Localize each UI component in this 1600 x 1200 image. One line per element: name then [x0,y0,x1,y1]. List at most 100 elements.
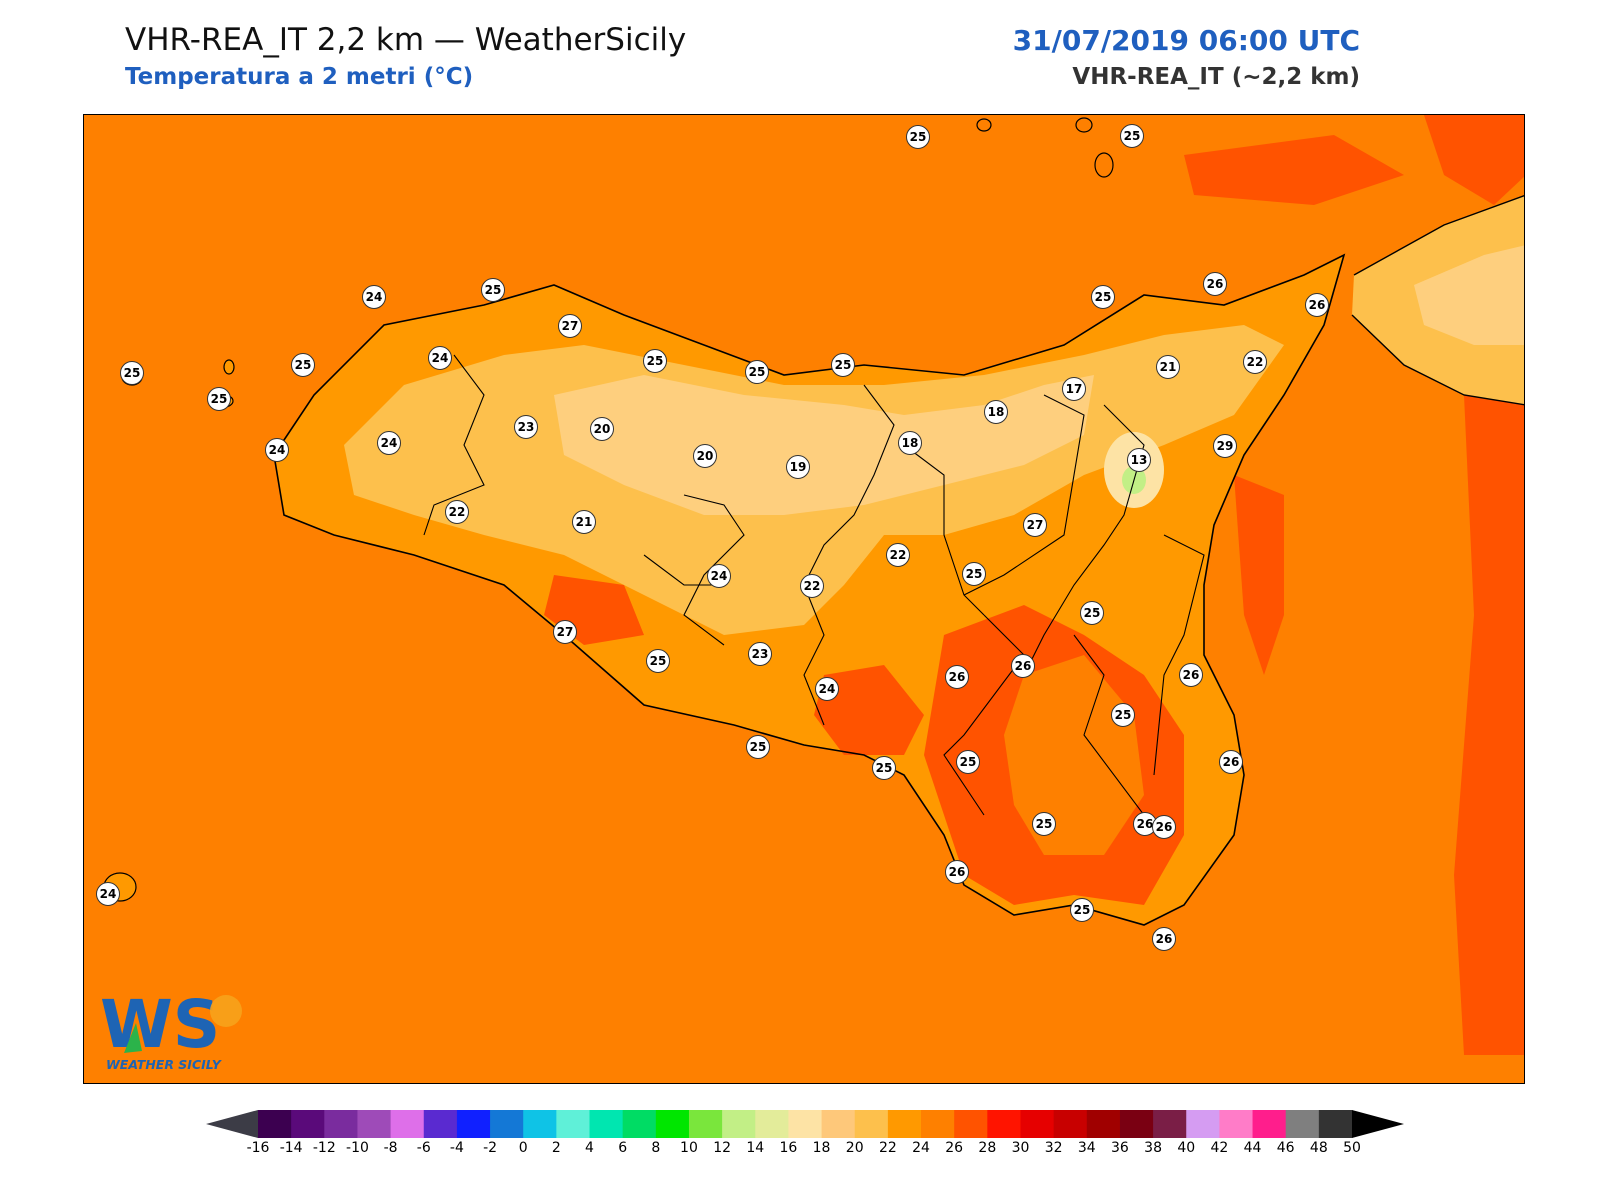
calabria-coastline [1351,314,1524,406]
station-temperature-label: 25 [1070,898,1094,922]
station-temperature-label: 22 [800,574,824,598]
colorbar-cell [655,1110,690,1138]
station-temperature-label: 25 [481,278,505,302]
colorbar-tick-label: -14 [279,1140,303,1156]
station-temperature-label: 25 [745,360,769,384]
colorbar-tick-label: 48 [1309,1140,1328,1156]
station-temperature-label: 18 [898,431,922,455]
colorbar-tick-label: 18 [812,1140,831,1156]
model-label: VHR-REA_IT (~2,2 km) [1072,64,1360,90]
colorbar-tick-label: 4 [585,1140,594,1156]
station-temperature-label: 25 [646,649,670,673]
colorbar-tick-label: 36 [1111,1140,1129,1156]
island [1075,117,1093,133]
colorbar-cell [1252,1110,1287,1138]
station-temperature-label: 23 [748,642,772,666]
station-temperature-label: 19 [786,455,810,479]
station-temperature-label: 20 [590,417,614,441]
southeast-mid-area [1004,655,1144,855]
station-temperature-label: 21 [1156,355,1180,379]
colorbar-cell [1186,1110,1220,1138]
colorbar-tick-label: 8 [651,1140,661,1156]
colorbar-tick-label: -4 [449,1140,464,1156]
colorbar-tick-label: 34 [1077,1140,1096,1156]
station-temperature-label: 24 [362,285,386,309]
colorbar-cell [357,1110,392,1138]
station-temperature-label: 26 [1305,293,1329,317]
colorbar-cell [788,1110,823,1138]
leaf-icon [124,1023,142,1053]
colorbar-tick-label: 0 [518,1140,528,1156]
colorbar-tick-label: 46 [1276,1140,1295,1156]
south-warm-patch [814,665,924,755]
colorbar-cell [854,1110,889,1138]
colorbar-tick-label: 26 [945,1140,964,1156]
sea-warm-patch [1454,375,1524,1055]
station-temperature-label: 18 [984,400,1008,424]
colorbar-cell [887,1110,922,1138]
station-temperature-label: 25 [1091,285,1115,309]
station-temperature-label: 24 [428,346,452,370]
colorbar-cell [423,1110,458,1138]
colorbar-cell [1285,1110,1320,1138]
station-temperature-label: 25 [956,750,980,774]
station-temperature-label: 26 [945,860,969,884]
colorbar-cell [722,1110,756,1138]
station-temperature-label: 26 [1152,927,1176,951]
colorbar-tick-label: 28 [978,1140,997,1156]
station-temperature-label: 24 [377,431,401,455]
station-temperature-label: 24 [815,677,839,701]
station-temperature-label: 21 [572,510,596,534]
map-subtitle: Temperatura a 2 metri (°C) [125,64,474,90]
colorbar-tick-label: -12 [312,1140,336,1156]
colorbar-over-arrow [1352,1110,1404,1138]
colorbar-cell [258,1110,292,1138]
colorbar-tick-label: 20 [845,1140,864,1156]
station-temperature-label: 24 [265,438,289,462]
colorbar-cell [1318,1110,1353,1138]
station-temperature-label: 25 [207,387,231,411]
station-temperature-label: 26 [1152,815,1176,839]
station-temperature-label: 27 [1023,513,1047,537]
colorbar-tick-label: 44 [1243,1140,1262,1156]
station-temperature-label: 17 [1062,377,1086,401]
colorbar-cell [556,1110,591,1138]
colorbar-cell [987,1110,1021,1138]
colorbar-tick-label: 24 [912,1140,930,1156]
colorbar-cell [589,1110,624,1138]
colorbar-tick-label: -10 [346,1140,369,1156]
station-temperature-label: 25 [1120,124,1144,148]
colorbar-cell [1086,1110,1121,1138]
station-temperature-label: 22 [445,500,469,524]
island [1094,152,1114,178]
weathersicily-logo: WS WEATHER SICILY [100,986,242,1072]
colorbar-tick-label: 38 [1144,1140,1162,1156]
colorbar-cell [821,1110,856,1138]
colorbar-cell [622,1110,657,1138]
colorbar-cell [755,1110,789,1138]
sea-warm-patch [1424,115,1524,205]
station-temperature-label: 25 [1111,703,1135,727]
temperature-map: 25 25 25 24 25 27 25 24 25 25 25 24 24 23 20 20 19 18 18 17… [83,114,1525,1084]
station-temperature-label: 25 [872,756,896,780]
calabria-coastline [1353,194,1524,276]
colorbar-cell [1020,1110,1055,1138]
colorbar-tick-label: 14 [746,1140,765,1156]
colorbar-tick-label: 16 [779,1140,798,1156]
colorbar-cell [291,1110,325,1138]
map-layers [84,115,1524,1083]
station-temperature-label: 26 [1219,750,1243,774]
colorbar-cell [390,1110,425,1138]
colorbar-tick-label: -6 [416,1140,431,1156]
colorbar-tick-label: 6 [618,1140,628,1156]
island [976,118,992,132]
colorbar-tick-label: 42 [1210,1140,1229,1156]
colorbar-cell [921,1110,955,1138]
station-temperature-label: 26 [1179,663,1203,687]
colorbar-tick-label: 50 [1343,1140,1361,1156]
forecast-datetime: 31/07/2019 06:00 UTC [1012,24,1360,57]
sun-icon [210,995,242,1027]
map-title: VHR-REA_IT 2,2 km — WeatherSicily [125,22,687,58]
colorbar-tick-label: -8 [383,1140,398,1156]
colorbar-ticks: -16 -14 -12 -10 -8 -6 -4 -2 0 2 4 6 8 10 12 14 16 18 20 22 2… [206,1140,1404,1160]
